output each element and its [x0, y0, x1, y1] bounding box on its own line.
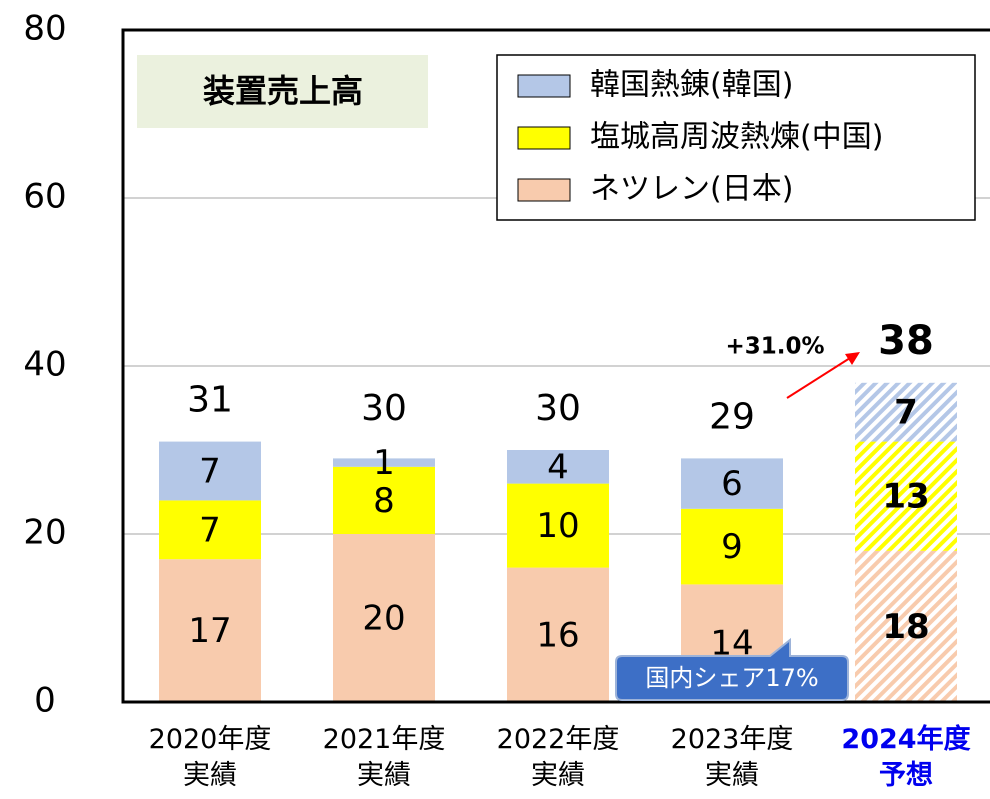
axis-frame [121, 28, 990, 704]
data-label: 1 [373, 443, 395, 483]
total-label: 30 [361, 388, 407, 429]
total-label: 31 [187, 380, 233, 421]
data-label: 16 [536, 615, 579, 655]
data-label: 7 [894, 393, 918, 433]
total-label: 29 [709, 396, 755, 437]
bar-segment [855, 441, 957, 551]
data-label: 6 [721, 464, 743, 504]
callout-box [615, 637, 849, 701]
title-box [137, 55, 428, 128]
bar-segment [855, 550, 957, 702]
y-tick-label: 0 [34, 681, 56, 721]
y-tick-label: 40 [23, 345, 66, 385]
y-tick-label: 80 [23, 9, 66, 49]
x-tick-label: 2021年度 実績 [322, 724, 446, 791]
bar-segment [159, 559, 261, 702]
x-tick-label: 2020年度 実績 [148, 724, 272, 791]
bar-segment [507, 450, 609, 484]
bar-segment [681, 508, 783, 585]
chart-title: 装置売上高 [203, 72, 363, 110]
legend-swatch [517, 178, 571, 202]
bar-segment [159, 441, 261, 501]
legend-label: 韓国熱錬(韓国) [590, 68, 793, 103]
y-tick-label: 20 [23, 513, 66, 553]
growth-label: +31.0% [725, 334, 824, 360]
legend-box [496, 54, 976, 221]
y-tick-label: 60 [23, 177, 66, 217]
x-tick-label: 2023年度 実績 [670, 724, 794, 791]
bar-segment [507, 483, 609, 568]
data-label: 4 [547, 447, 569, 487]
data-label: 13 [882, 477, 929, 517]
growth-arrow [786, 357, 851, 399]
data-label: 7 [199, 452, 221, 492]
data-label: 17 [188, 611, 231, 651]
legend-label: 塩城高周波熱煉(中国) [590, 120, 883, 155]
bar-segment [333, 458, 435, 467]
bar-segment [507, 567, 609, 702]
bar-segment [159, 500, 261, 560]
bar-segment [333, 534, 435, 702]
callout-label: 国内シェア17% [645, 664, 818, 692]
bar-segment [855, 382, 957, 442]
data-label: 10 [536, 506, 579, 546]
data-label: 8 [373, 481, 395, 521]
bar-segment [333, 466, 435, 534]
legend-swatch [517, 126, 571, 150]
data-label: 18 [882, 607, 929, 647]
legend-label: ネツレン(日本) [590, 172, 793, 207]
total-label: 30 [535, 388, 581, 429]
growth-arrowhead [845, 352, 860, 365]
bar-segment [681, 458, 783, 509]
x-tick-label: 2022年度 実績 [496, 724, 620, 791]
total-label: 38 [878, 318, 934, 364]
legend-swatch [517, 74, 571, 98]
data-label: 9 [721, 527, 743, 567]
x-tick-label: 2024年度 予想 [841, 724, 971, 791]
data-label: 7 [199, 510, 221, 550]
data-label: 20 [362, 599, 405, 639]
